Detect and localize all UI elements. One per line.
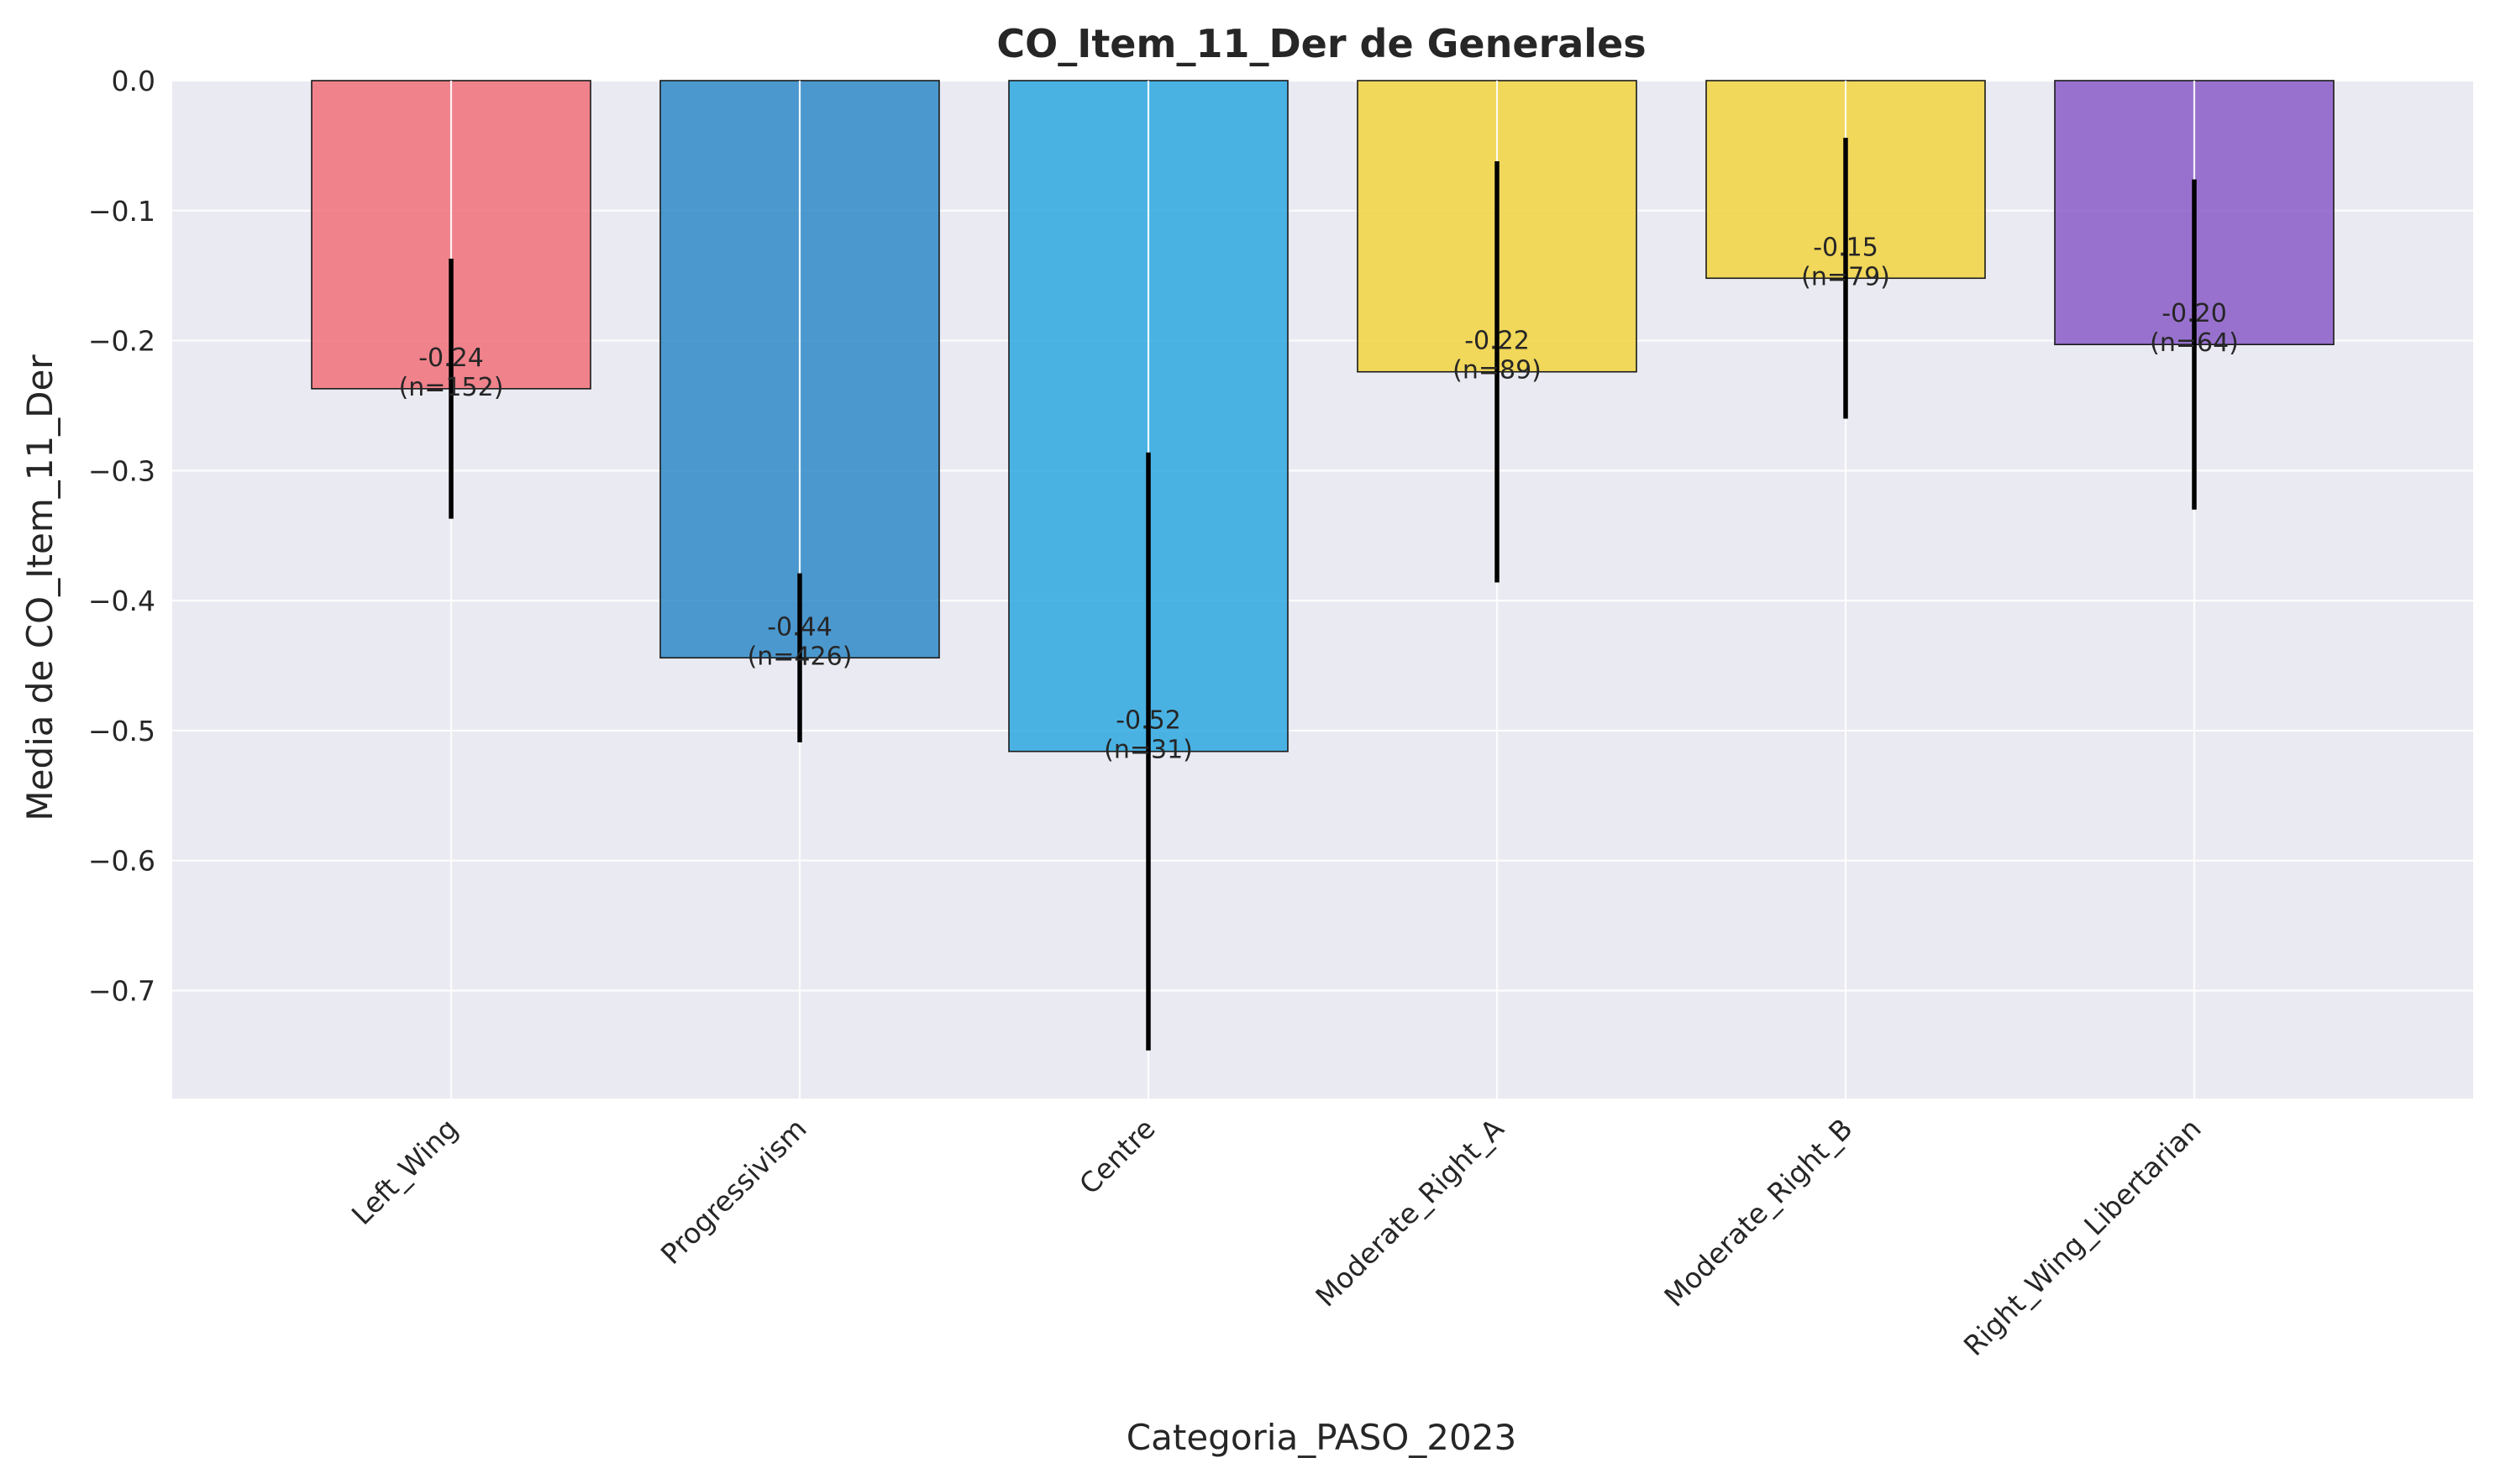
error-bars xyxy=(449,138,2197,1051)
x-tick-label: Moderate_Right_B xyxy=(1657,1112,1858,1313)
x-axis-label: Categoria_PASO_2023 xyxy=(1127,1417,1516,1458)
bar-value-labels: -0.24(n=152) -0.44(n=426) -0.52(n=31) -0.22… xyxy=(399,233,2239,764)
bar-value-label: -0.44 xyxy=(767,612,833,642)
x-tick-label: Moderate_Right_A xyxy=(1309,1112,1510,1314)
bar-value-label: -0.52 xyxy=(1116,706,1181,736)
bar-count-label: (n=89) xyxy=(1452,356,1542,385)
bar-value-label: -0.22 xyxy=(1464,327,1530,356)
bar-value-label: -0.15 xyxy=(1813,233,1878,262)
x-tick-label: Centre xyxy=(1073,1112,1162,1201)
y-tick-label: −0.7 xyxy=(88,975,155,1008)
y-tick-label: −0.4 xyxy=(88,585,155,617)
x-tick-label: Left_Wing xyxy=(345,1112,465,1231)
bar-count-label: (n=426) xyxy=(748,642,853,671)
y-tick-label: −0.1 xyxy=(88,195,155,228)
bar-value-label: -0.20 xyxy=(2161,299,2227,328)
bar-count-label: (n=152) xyxy=(399,373,504,402)
y-tick-label: −0.5 xyxy=(88,715,155,747)
y-tick-label: −0.2 xyxy=(88,325,155,358)
y-axis-label: Media de CO_Item_11_Der xyxy=(19,354,60,821)
bar-count-label: (n=31) xyxy=(1104,736,1193,765)
chart-title: CO_Item_11_Der de Generales xyxy=(996,21,1646,66)
y-tick-label: 0.0 xyxy=(112,65,155,97)
bar-count-label: (n=64) xyxy=(2150,328,2239,358)
x-axis-ticks: Left_Wing Progressivism Centre Moderate_Rig… xyxy=(345,1112,2208,1362)
bar-count-label: (n=79) xyxy=(1801,262,1890,291)
y-tick-label: −0.6 xyxy=(88,845,155,878)
y-axis-ticks: 0.0 −0.1 −0.2 −0.3 −0.4 −0.5 −0.6 −0.7 xyxy=(88,65,155,1008)
x-tick-label: Progressivism xyxy=(654,1112,813,1271)
bar-value-label: -0.24 xyxy=(418,343,484,373)
x-tick-label: Right_Wing_Libertarian xyxy=(1957,1112,2208,1362)
y-tick-label: −0.3 xyxy=(88,454,155,487)
